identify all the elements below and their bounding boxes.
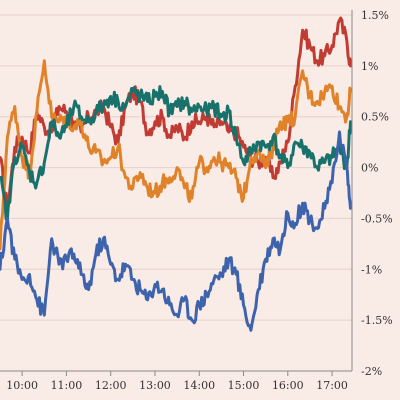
series-line [0, 85, 352, 221]
series-line [0, 130, 352, 332]
y-tick-label: 1.5% [361, 9, 389, 22]
x-tick-label: 12:00 [95, 379, 127, 392]
series-line [0, 59, 352, 251]
series-line [0, 16, 352, 210]
y-tick-label: -2% [361, 365, 382, 378]
x-tick-label: 10:00 [6, 379, 38, 392]
series-lines [0, 16, 352, 332]
y-tick-label: -0.5% [361, 212, 393, 225]
x-tick-label: 11:00 [51, 379, 83, 392]
y-tick-label: 0.5% [361, 111, 389, 124]
x-tick-label: 14:00 [183, 379, 215, 392]
axes [0, 10, 353, 376]
x-tick-label: 16:00 [272, 379, 304, 392]
x-tick-label: 15:00 [228, 379, 260, 392]
x-tick-label: 17:00 [316, 379, 348, 392]
y-tick-label: -1% [361, 263, 382, 276]
y-tick-label: -1.5% [361, 314, 393, 327]
y-tick-label: 1% [361, 60, 378, 73]
y-tick-label: 0% [361, 162, 378, 175]
x-tick-label: 13:00 [139, 379, 171, 392]
tick-labels: 1.5% 1% 0.5% 0% -0.5% -1% -1.5% -2% 10:00 11:00 12… [6, 9, 392, 392]
